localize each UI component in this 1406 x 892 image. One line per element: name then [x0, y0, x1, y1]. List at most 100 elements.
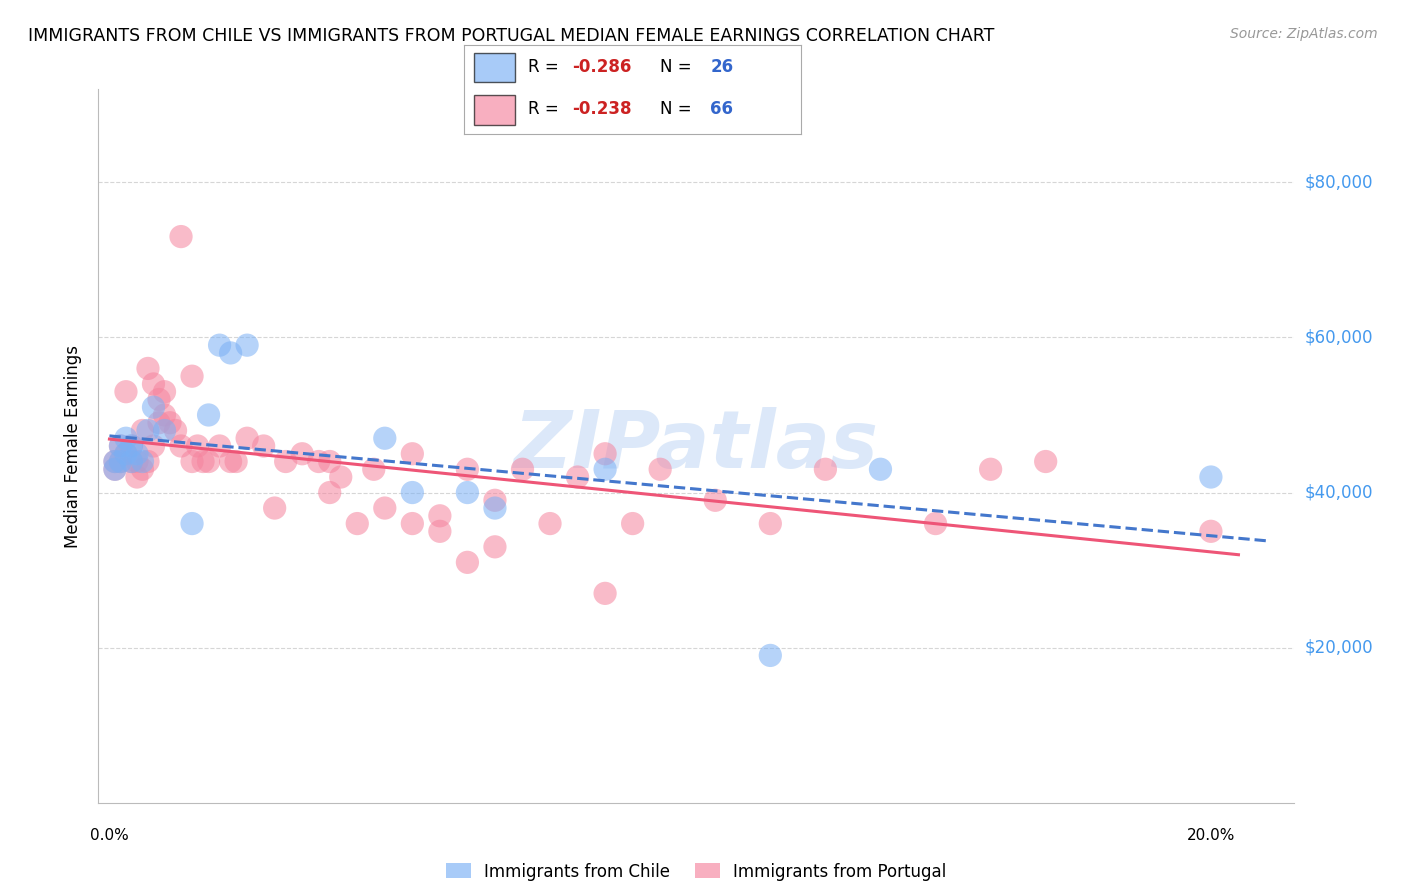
Point: [274, 454, 297, 468]
Point: [153, 384, 176, 399]
Text: $80,000: $80,000: [1305, 173, 1374, 191]
Point: [759, 516, 782, 531]
Text: 0.0%: 0.0%: [90, 828, 129, 843]
Point: [593, 447, 616, 461]
FancyBboxPatch shape: [474, 53, 515, 82]
Text: Source: ZipAtlas.com: Source: ZipAtlas.com: [1230, 27, 1378, 41]
Point: [142, 401, 165, 415]
Point: [329, 470, 352, 484]
Point: [125, 470, 148, 484]
Point: [197, 454, 219, 468]
Point: [208, 439, 231, 453]
Point: [650, 462, 672, 476]
Point: [115, 431, 138, 445]
Point: [593, 586, 616, 600]
Point: [401, 447, 423, 461]
Point: [401, 485, 423, 500]
FancyBboxPatch shape: [474, 95, 515, 125]
Legend: Immigrants from Chile, Immigrants from Portugal: Immigrants from Chile, Immigrants from P…: [439, 856, 953, 888]
Point: [121, 439, 143, 453]
Point: [110, 454, 132, 468]
Point: [253, 439, 276, 453]
Point: [131, 424, 153, 438]
Point: [131, 454, 153, 468]
Point: [142, 376, 165, 391]
Point: [136, 361, 159, 376]
Point: [181, 454, 204, 468]
Text: R =: R =: [529, 58, 564, 76]
Point: [181, 369, 204, 384]
Point: [319, 454, 342, 468]
Point: [308, 454, 330, 468]
Point: [236, 338, 259, 352]
Point: [593, 462, 616, 476]
Y-axis label: Median Female Earnings: Median Female Earnings: [65, 344, 83, 548]
Point: [621, 516, 644, 531]
Point: [136, 424, 159, 438]
Point: [456, 555, 478, 569]
Point: [165, 424, 187, 438]
Point: [484, 540, 506, 554]
Point: [170, 439, 193, 453]
Point: [236, 431, 259, 445]
Text: $20,000: $20,000: [1305, 639, 1374, 657]
Text: $60,000: $60,000: [1305, 328, 1374, 346]
Point: [197, 408, 219, 422]
Text: ZIPatlas: ZIPatlas: [513, 407, 879, 485]
Point: [170, 229, 193, 244]
Point: [401, 516, 423, 531]
Point: [538, 516, 561, 531]
Point: [191, 454, 214, 468]
Point: [104, 462, 127, 476]
Point: [429, 508, 451, 523]
Point: [429, 524, 451, 539]
Point: [153, 424, 176, 438]
Point: [363, 462, 385, 476]
Point: [484, 501, 506, 516]
Text: 26: 26: [710, 58, 734, 76]
Point: [219, 454, 242, 468]
Point: [291, 447, 314, 461]
Point: [346, 516, 368, 531]
Point: [104, 462, 127, 476]
Point: [1199, 470, 1222, 484]
Point: [374, 431, 396, 445]
Point: [121, 454, 143, 468]
Point: [121, 454, 143, 468]
Text: IMMIGRANTS FROM CHILE VS IMMIGRANTS FROM PORTUGAL MEDIAN FEMALE EARNINGS CORRELA: IMMIGRANTS FROM CHILE VS IMMIGRANTS FROM…: [28, 27, 994, 45]
Point: [181, 516, 204, 531]
Point: [110, 454, 132, 468]
Point: [104, 454, 127, 468]
Point: [115, 447, 138, 461]
Point: [148, 416, 170, 430]
Point: [456, 462, 478, 476]
Point: [142, 439, 165, 453]
Point: [456, 485, 478, 500]
Text: -0.238: -0.238: [572, 100, 631, 118]
Point: [104, 454, 127, 468]
Point: [512, 462, 534, 476]
Point: [869, 462, 891, 476]
Point: [136, 454, 159, 468]
Point: [131, 462, 153, 476]
Point: [148, 392, 170, 407]
Point: [115, 384, 138, 399]
Point: [187, 439, 209, 453]
Point: [110, 439, 132, 453]
Point: [319, 485, 342, 500]
Point: [704, 493, 727, 508]
Point: [208, 338, 231, 352]
Point: [980, 462, 1002, 476]
Text: N =: N =: [659, 58, 696, 76]
Point: [814, 462, 837, 476]
Point: [153, 408, 176, 422]
Text: R =: R =: [529, 100, 564, 118]
Point: [924, 516, 946, 531]
Point: [263, 501, 285, 516]
Point: [110, 439, 132, 453]
Point: [484, 493, 506, 508]
Point: [219, 346, 242, 360]
Point: [374, 501, 396, 516]
Text: $40,000: $40,000: [1305, 483, 1374, 501]
Text: 20.0%: 20.0%: [1187, 828, 1234, 843]
